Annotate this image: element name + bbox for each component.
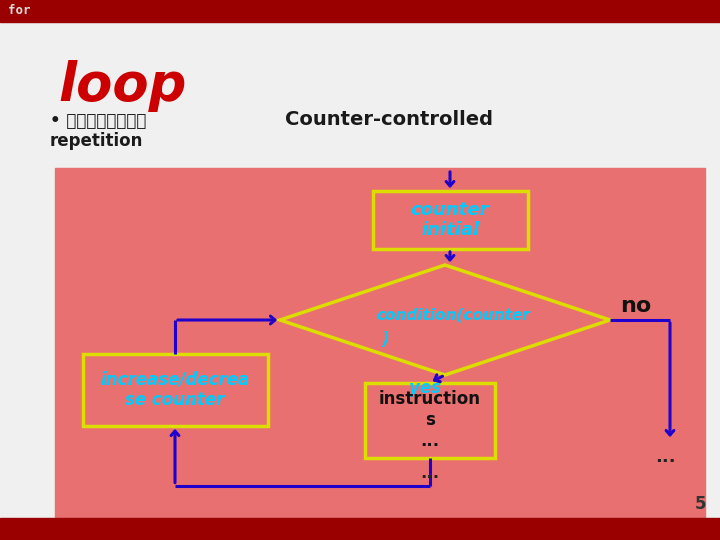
Text: 5: 5 [695, 495, 706, 513]
Bar [83, 354, 268, 426]
Bar [372, 191, 528, 249]
Text: ...: ... [420, 463, 440, 482]
Bar [0, 0, 720, 22]
Text: increase/decrea
se counter: increase/decrea se counter [100, 370, 250, 409]
Text: no: no [620, 296, 652, 316]
Bar [0, 518, 720, 540]
Text: counter
initial: counter initial [410, 200, 490, 239]
Text: for: for [8, 4, 30, 17]
Text: repetition: repetition [50, 132, 143, 150]
Text: Counter-controlled: Counter-controlled [285, 110, 493, 129]
Text: loop: loop [58, 60, 186, 112]
Bar [365, 382, 495, 457]
Bar [55, 168, 705, 518]
Text: instruction
s
...: instruction s ... [379, 390, 481, 450]
Text: ): ) [381, 331, 389, 349]
Text: yes: yes [409, 379, 441, 397]
Text: • เปนลปชนด: • เปนลปชนด [50, 112, 146, 130]
Text: condition(counter: condition(counter [376, 307, 530, 322]
Text: ...: ... [654, 448, 675, 466]
